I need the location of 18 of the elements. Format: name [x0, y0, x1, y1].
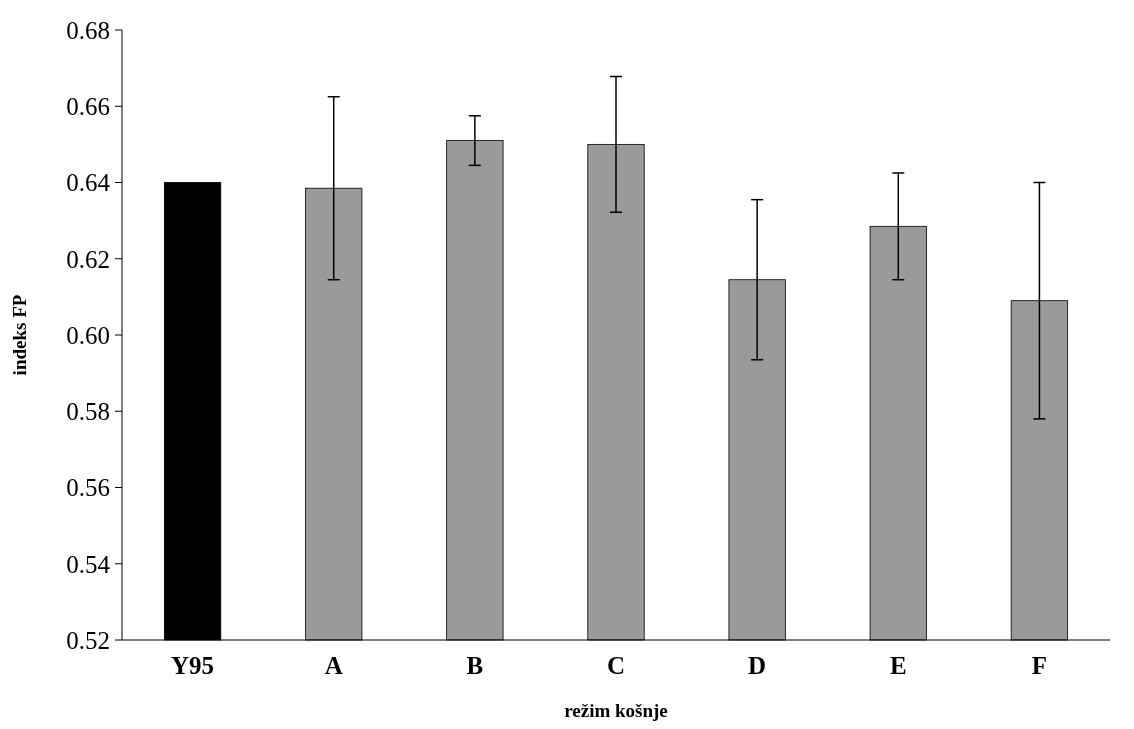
y-tick-label: 0.54: [66, 550, 111, 578]
y-axis-title: indeks FP: [9, 294, 30, 376]
x-tick-label: A: [324, 652, 343, 679]
x-tick-label: B: [466, 652, 484, 679]
y-tick-label: 0.52: [66, 626, 110, 654]
y-tick-label: 0.60: [66, 321, 110, 349]
y-tick-label: 0.64: [66, 169, 111, 197]
y-tick-label: 0.68: [66, 16, 110, 44]
y-tick-label: 0.58: [66, 398, 110, 425]
x-tick-label: Y95: [171, 652, 215, 679]
y-tick-label: 0.62: [66, 245, 110, 273]
x-tick-label: C: [606, 652, 626, 679]
x-axis-title: režim košnje: [564, 700, 668, 721]
y-tick-label: 0.66: [66, 93, 110, 120]
x-tick-label: F: [1031, 652, 1048, 679]
x-tick-label: E: [889, 652, 907, 679]
y-tick-label: 0.56: [66, 474, 110, 502]
x-tick-label: D: [748, 652, 767, 679]
